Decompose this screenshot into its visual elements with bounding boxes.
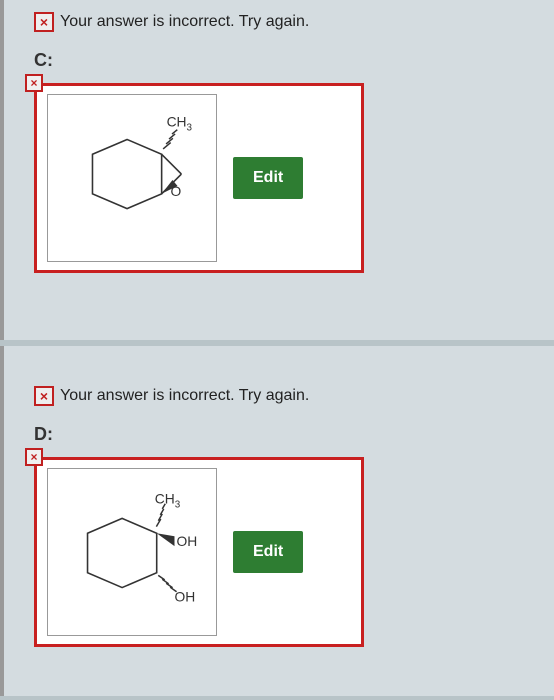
feedback-row-c: × Your answer is incorrect. Try again. [34,12,534,32]
section-c-panel: × Your answer is incorrect. Try again. C… [0,0,554,340]
error-x-icon: × [34,386,54,406]
section-d-panel: × Your answer is incorrect. Try again. D… [0,346,554,696]
o-label: O [171,183,182,199]
chemical-structure-c[interactable]: CH3 O [47,94,217,262]
feedback-text-d: Your answer is incorrect. Try again. [60,387,309,405]
error-x-icon: × [34,12,54,32]
ch3-label-d: CH [155,491,175,507]
svg-text:CH3: CH3 [167,114,193,134]
edit-button-d[interactable]: Edit [233,531,303,573]
chemical-structure-d[interactable]: CH3 OH OH [47,468,217,636]
answer-area-d: × CH3 OH [34,457,364,647]
feedback-row-d: × Your answer is incorrect. Try again. [34,386,534,406]
oh1-label: OH [176,533,197,549]
section-label-d: D: [34,424,534,445]
edit-button-c[interactable]: Edit [233,157,303,199]
svg-text:CH3: CH3 [155,491,181,511]
oh2-label: OH [174,588,195,604]
ch3-label: CH [167,114,187,130]
feedback-text-c: Your answer is incorrect. Try again. [60,13,309,31]
answer-area-c: × CH3 O Edit [34,83,364,273]
section-label-c: C: [34,50,534,71]
corner-x-icon: × [25,74,43,92]
corner-x-icon: × [25,448,43,466]
